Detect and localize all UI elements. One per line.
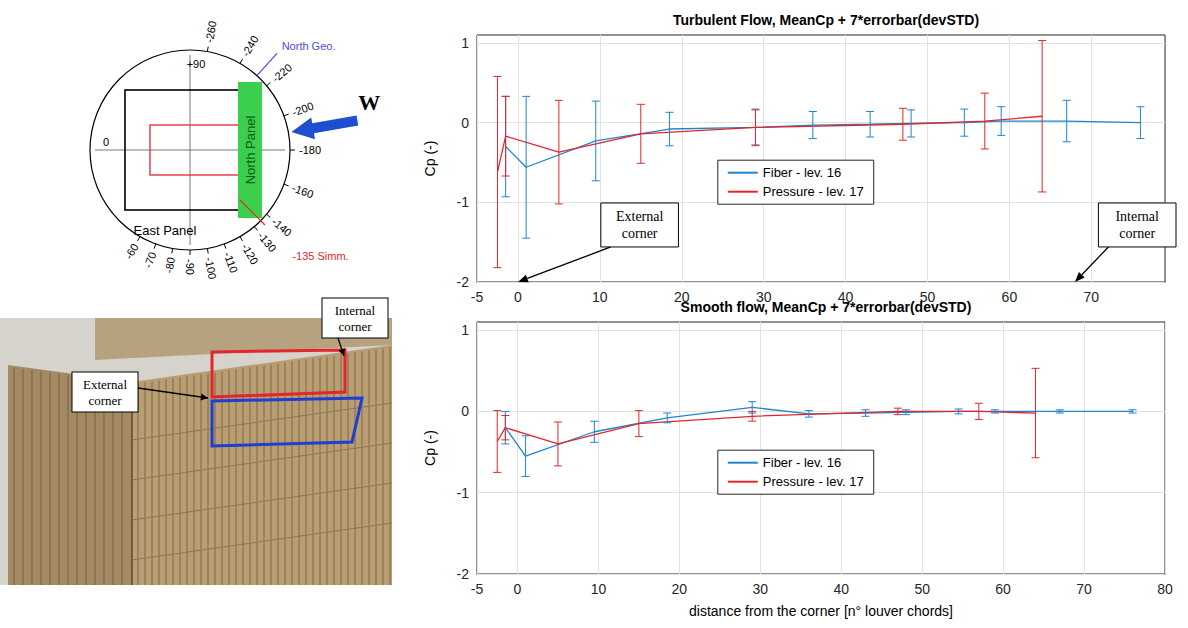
svg-text:Pressure - lev. 17: Pressure - lev. 17	[763, 184, 864, 199]
svg-text:-200: -200	[290, 100, 315, 119]
svg-text:10: 10	[592, 289, 608, 305]
svg-text:-120: -120	[239, 241, 260, 266]
svg-text:30: 30	[753, 581, 769, 597]
svg-text:60: 60	[995, 581, 1011, 597]
svg-text:-1: -1	[457, 485, 470, 501]
svg-text:-60: -60	[122, 241, 140, 261]
svg-text:-180: -180	[299, 144, 321, 156]
svg-text:1: 1	[461, 322, 469, 338]
svg-text:-140: -140	[270, 215, 295, 238]
svg-text:-100: -100	[203, 256, 219, 280]
svg-text:-110: -110	[222, 250, 241, 274]
svg-text:30: 30	[755, 289, 772, 305]
svg-text:Fiber - lev. 16: Fiber - lev. 16	[763, 165, 842, 180]
svg-text:Cp (-): Cp (-)	[422, 430, 438, 466]
svg-text:60: 60	[1002, 289, 1018, 305]
svg-text:North Panel: North Panel	[243, 116, 258, 185]
svg-text:-90: -90	[184, 259, 196, 275]
svg-text:70: 70	[1083, 289, 1099, 305]
svg-text:Smooth flow, MeanCp + 7*errorb: Smooth flow, MeanCp + 7*errorbar(devSTD)	[681, 299, 972, 315]
svg-text:-2: -2	[457, 566, 470, 582]
svg-text:80: 80	[1157, 581, 1173, 597]
svg-text:Internal: Internal	[1115, 209, 1159, 224]
svg-text:distance from the corner [n° l: distance from the corner [n° louver chor…	[689, 603, 953, 619]
svg-text:Turbulent Flow, MeanCp + 7*err: Turbulent Flow, MeanCp + 7*errorbar(devS…	[673, 12, 979, 28]
svg-text:40: 40	[833, 581, 849, 597]
svg-text:20: 20	[672, 581, 688, 597]
svg-text:Externalcorner: Externalcorner	[83, 377, 127, 408]
svg-text:0: 0	[514, 289, 522, 305]
svg-text:corner: corner	[1119, 226, 1155, 241]
svg-text:-70: -70	[142, 250, 159, 269]
svg-text:0: 0	[461, 403, 469, 419]
svg-text:+90: +90	[187, 58, 206, 70]
svg-text:Pressure - lev. 17: Pressure - lev. 17	[763, 474, 864, 489]
svg-text:-160: -160	[290, 182, 315, 201]
svg-text:20: 20	[674, 289, 690, 305]
svg-text:-220: -220	[270, 61, 295, 84]
svg-text:1: 1	[461, 35, 469, 51]
svg-text:North Geo.: North Geo.	[282, 40, 336, 52]
svg-text:0: 0	[514, 581, 522, 597]
svg-text:East Panel: East Panel	[134, 223, 197, 238]
svg-text:40: 40	[837, 289, 854, 305]
svg-text:-130: -130	[255, 230, 278, 255]
svg-text:-2: -2	[457, 274, 470, 290]
svg-text:W: W	[358, 90, 380, 115]
svg-text:-1: -1	[457, 194, 470, 210]
svg-text:-5: -5	[471, 581, 484, 597]
svg-text:-5: -5	[471, 289, 484, 305]
svg-text:-135 Simm.: -135 Simm.	[292, 250, 348, 262]
svg-text:10: 10	[591, 581, 607, 597]
svg-text:50: 50	[919, 289, 936, 305]
svg-text:Internalcorner: Internalcorner	[335, 303, 376, 334]
svg-text:corner: corner	[622, 226, 658, 241]
svg-text:70: 70	[1076, 581, 1092, 597]
svg-text:-260: -260	[203, 20, 219, 44]
svg-text:-240: -240	[239, 34, 260, 59]
svg-text:50: 50	[914, 581, 930, 597]
svg-text:External: External	[616, 209, 664, 224]
svg-text:0: 0	[461, 115, 469, 131]
svg-text:-80: -80	[162, 256, 177, 274]
svg-text:Cp (-): Cp (-)	[422, 141, 438, 177]
svg-text:0: 0	[103, 136, 109, 148]
svg-text:Fiber - lev. 16: Fiber - lev. 16	[763, 455, 842, 470]
